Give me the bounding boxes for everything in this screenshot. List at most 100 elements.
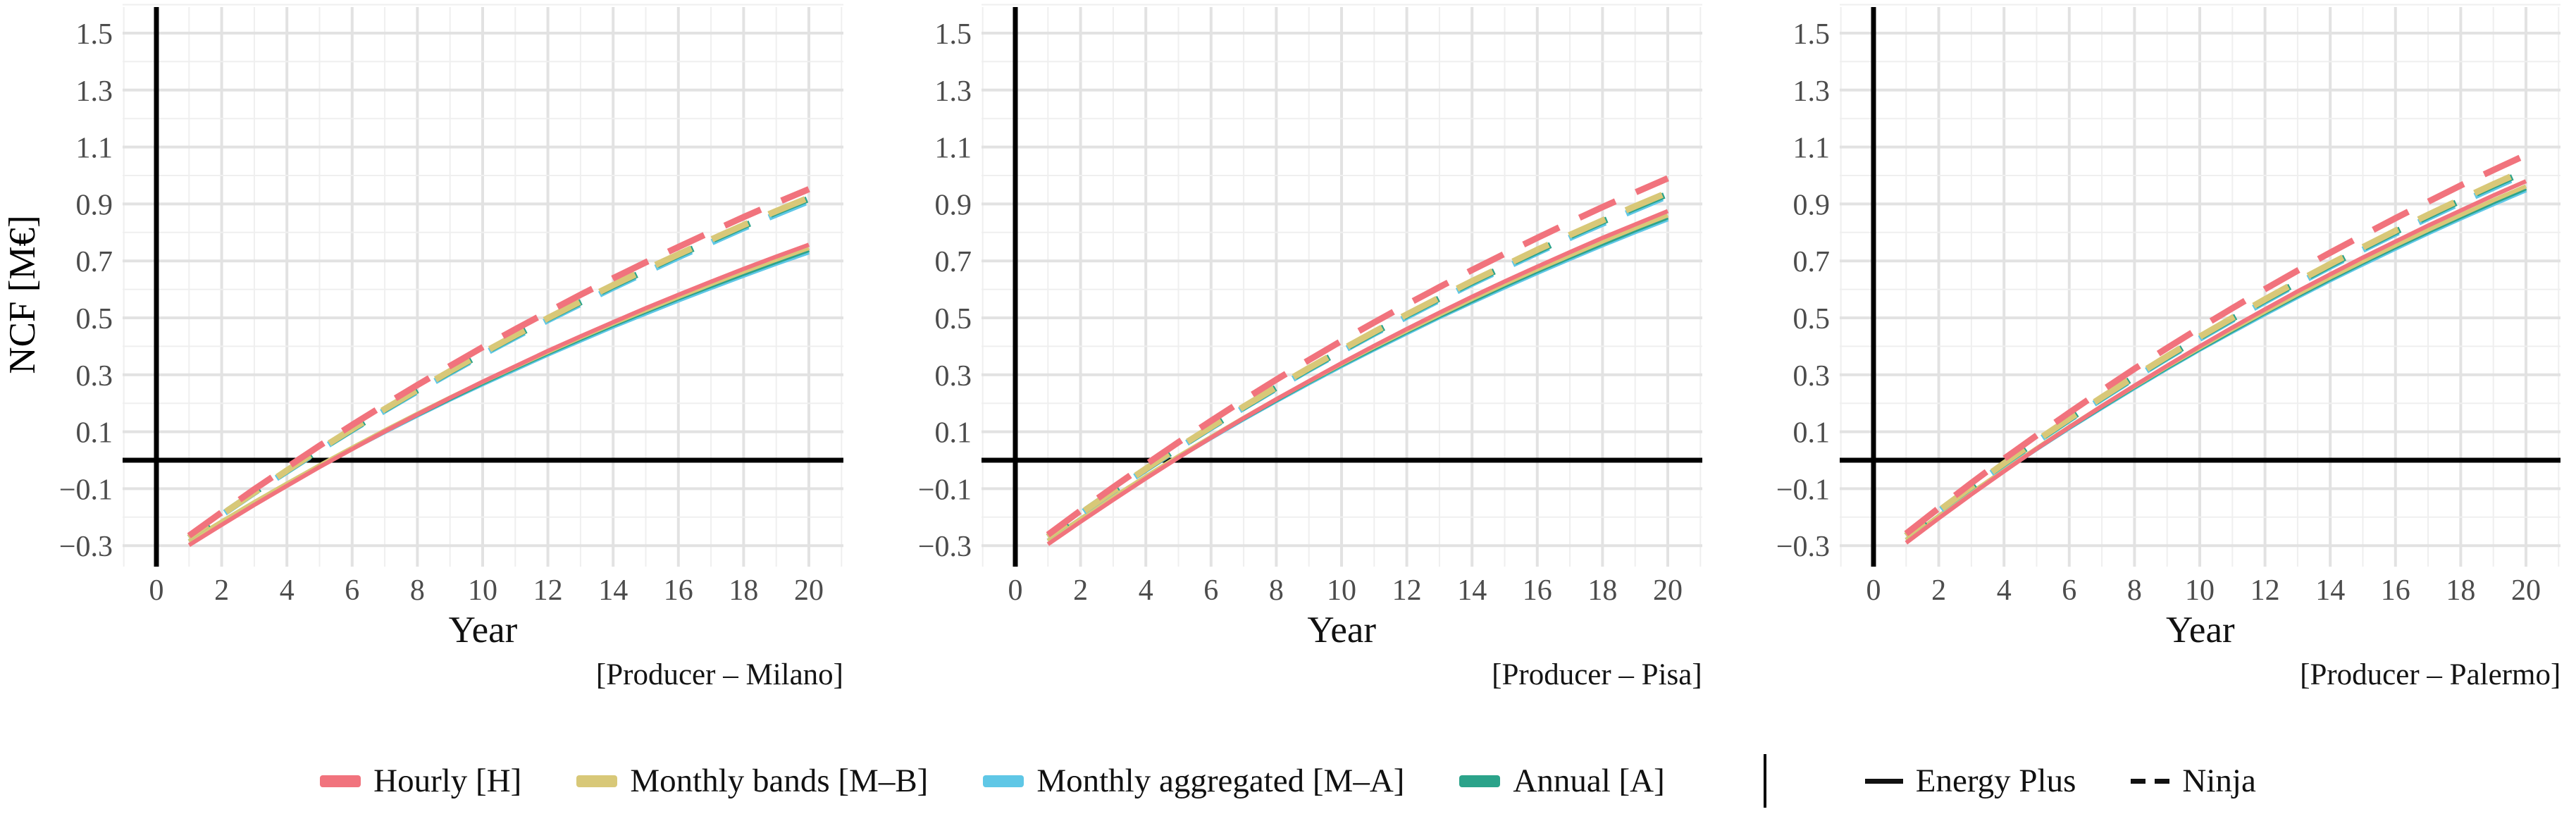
x-tick-label: 10: [468, 574, 497, 607]
x-tick-label: 8: [410, 574, 425, 607]
x-tick-label: 16: [664, 574, 693, 607]
y-tick-label: 0.3: [934, 360, 972, 393]
x-tick-label: 18: [1587, 574, 1617, 607]
monthly-aggregated-label: Monthly aggregated [M–A]: [1036, 763, 1405, 799]
y-tick-label: 0.9: [1793, 189, 1831, 221]
y-tick-label: 0.5: [934, 303, 972, 335]
y-tick-label: 1.1: [1793, 132, 1831, 165]
y-tick-label: 0.3: [76, 360, 113, 393]
y-tick-label: 0.7: [76, 246, 113, 278]
y-tick-label: 1.3: [76, 75, 113, 108]
series-energyplus-2: [187, 246, 810, 543]
y-tick-label: 0.9: [76, 189, 113, 221]
y-tick-label: 0.1: [934, 417, 972, 450]
dashed-line-icon: [2131, 778, 2170, 784]
y-axis-title: NCF [M€]: [2, 215, 43, 374]
y-tick-label: 0.3: [1793, 360, 1831, 393]
legend: Hourly [H] Monthly bands [M–B] Monthly a…: [0, 754, 2576, 808]
x-tick-label: 12: [1392, 574, 1421, 607]
series-ninja-7: [187, 186, 810, 538]
panel-pisa: 0 2 4 6 8 10 12 14 16 18 20 1.5 1.3 1.1 0.9 0.7 0.5 0.3 0.…: [859, 0, 1718, 747]
monthly-aggregated-swatch-icon: [983, 775, 1024, 787]
y-tick-label: 0.5: [1793, 303, 1831, 335]
legend-item-hourly: Hourly [H]: [320, 762, 521, 800]
x-tick-label: 6: [345, 574, 359, 607]
y-tick-label: 0.5: [76, 303, 113, 335]
x-tick-label: 12: [2250, 574, 2280, 607]
y-tick-label: 1.5: [934, 18, 972, 51]
legend-item-monthly-aggregated: Monthly aggregated [M–A]: [983, 762, 1404, 800]
y-tick-label: 0.9: [934, 189, 972, 221]
energy-plus-label: Energy Plus: [1915, 763, 2076, 799]
plot-milano: 0 2 4 6 8 10 12 14 16 18 20 1.5 1.3 1.1 0.9 0.7 0.5 0.3 0.…: [59, 4, 843, 607]
series-energyplus-0: [187, 250, 810, 543]
x-tick-label: 18: [729, 574, 758, 607]
x-tick-label: 8: [1269, 574, 1284, 607]
x-tick-label: 0: [149, 574, 164, 607]
y-tick-label: −0.1: [1776, 474, 1830, 506]
plot-pisa: 0 2 4 6 8 10 12 14 16 18 20 1.5 1.3 1.1 0.9 0.7 0.5 0.3 0.…: [918, 4, 1702, 607]
hourly-label: Hourly [H]: [373, 763, 522, 799]
x-tick-label: 16: [2381, 574, 2410, 607]
monthly-bands-label: Monthly bands [M–B]: [630, 763, 929, 799]
y-tick-label: −0.3: [918, 531, 972, 563]
caption-palermo: [Producer – Palermo]: [2300, 658, 2561, 691]
x-tick-label: 0: [1008, 574, 1022, 607]
x-tick-label: 4: [280, 574, 295, 607]
x-tick-label: 20: [2511, 574, 2541, 607]
x-tick-label: 14: [1457, 574, 1487, 607]
y-tick-label: 1.1: [76, 132, 113, 165]
series-energyplus-1: [187, 247, 810, 543]
y-tick-label: 0.7: [1793, 246, 1831, 278]
series-ninja-6: [1904, 166, 2528, 538]
x-tick-label: 6: [1203, 574, 1218, 607]
series-energyplus-3: [187, 242, 810, 547]
x-tick-label: 4: [1138, 574, 1153, 607]
y-tick-label: −0.3: [59, 531, 113, 563]
series-ninja-6: [1046, 190, 1669, 540]
x-tick-label: 2: [214, 574, 229, 607]
caption-milano: [Producer – Milano]: [595, 658, 843, 691]
series-energyplus-1: [1905, 186, 2527, 542]
x-tick-label: 14: [598, 574, 628, 607]
x-tick-label: 4: [1997, 574, 2012, 607]
x-tick-label: 12: [533, 574, 563, 607]
x-tick-label: 0: [1866, 574, 1881, 607]
x-tick-label: 20: [1653, 574, 1683, 607]
annual-swatch-icon: [1459, 775, 1501, 787]
plot-palermo: 0 2 4 6 8 10 12 14 16 18 20 1.5 1.3 1.1 0.9 0.7 0.5 0.3 0.…: [1776, 4, 2561, 607]
legend-divider: [1763, 754, 1766, 808]
series-ninja-7: [1046, 175, 1669, 538]
legend-item-energy-plus: Energy Plus: [1864, 762, 2076, 800]
series-energyplus-0: [1046, 217, 1668, 543]
x-tick-label: 8: [2127, 574, 2142, 607]
y-tick-label: 1.3: [1793, 75, 1831, 108]
y-tick-label: −0.1: [918, 474, 972, 506]
monthly-bands-swatch-icon: [576, 775, 618, 787]
y-tick-label: −0.1: [59, 474, 113, 506]
series-energyplus-2: [1905, 184, 2527, 542]
panel-palermo: 0 2 4 6 8 10 12 14 16 18 20 1.5 1.3 1.1 0.9 0.7 0.5 0.3 0.…: [1717, 0, 2576, 747]
y-tick-label: 0.1: [76, 417, 113, 450]
y-tick-label: 1.1: [934, 132, 972, 165]
x-tick-label: 14: [2315, 574, 2345, 607]
y-tick-label: −0.3: [1776, 531, 1830, 563]
ninja-label: Ninja: [2182, 763, 2256, 799]
legend-item-monthly-bands: Monthly bands [M–B]: [576, 762, 928, 800]
x-tick-label: 10: [2185, 574, 2215, 607]
y-tick-label: 1.3: [934, 75, 972, 108]
y-tick-label: 0.7: [934, 246, 972, 278]
series-ninja-7: [1904, 152, 2528, 536]
x-tick-label: 6: [2062, 574, 2077, 607]
x-tick-label: 16: [1522, 574, 1552, 607]
x-tick-label: 2: [1073, 574, 1088, 607]
y-tick-label: 0.1: [1793, 417, 1831, 450]
annual-label: Annual [A]: [1513, 763, 1665, 799]
series-energyplus-3: [1046, 209, 1668, 546]
panel-milano: 0 2 4 6 8 10 12 14 16 18 20 1.5 1.3 1.1 0.9 0.7 0.5 0.3 0.…: [0, 0, 859, 747]
series-ninja-4: [1046, 192, 1669, 540]
caption-pisa: [Producer – Pisa]: [1492, 658, 1702, 691]
x-tick-label: 10: [1327, 574, 1356, 607]
series-energyplus-3: [1905, 179, 2527, 545]
